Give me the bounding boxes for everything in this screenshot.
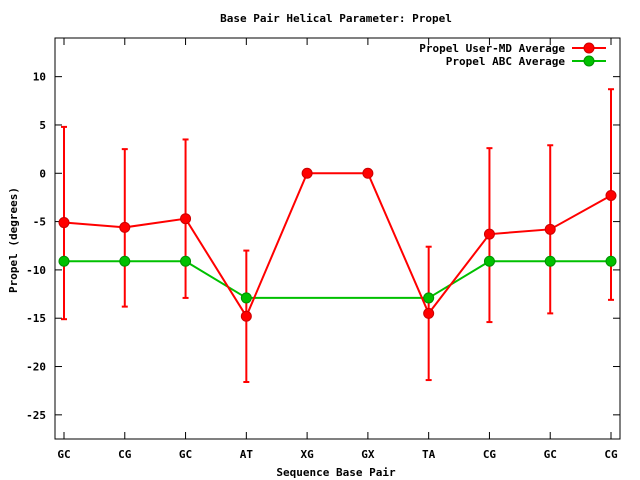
x-axis-label: Sequence Base Pair — [276, 466, 396, 479]
y-axis-label: Propel (degrees) — [7, 187, 20, 293]
x-tick-label: GC — [179, 448, 192, 461]
y-tick-label: -10 — [26, 264, 46, 277]
plot-frame — [54, 37, 621, 440]
series-layer — [58, 88, 617, 383]
user-md-series-point — [362, 167, 374, 179]
legend: Propel User-MD Average Propel ABC Averag… — [419, 42, 606, 68]
y-tick-label: -15 — [26, 312, 46, 325]
x-tick-label: AT — [240, 448, 254, 461]
abc-series-point — [180, 255, 192, 267]
x-tick-label: XG — [300, 448, 314, 461]
user-md-series-point — [483, 228, 495, 240]
abc-series-point — [58, 255, 70, 267]
y-tick-label: -5 — [33, 216, 46, 229]
user-md-series-point — [58, 217, 70, 229]
y-tick-label: 10 — [33, 71, 46, 84]
abc-series-line — [64, 260, 611, 299]
x-tick-label: CG — [118, 448, 132, 461]
abc-series-point — [119, 255, 131, 267]
legend-marker-user-md — [583, 42, 595, 54]
legend-label-abc: Propel ABC Average — [446, 55, 566, 68]
y-axis: -25 -20 -15 -10 -5 0 5 10 — [26, 71, 620, 422]
user-md-series-point — [180, 213, 192, 225]
abc-series-point — [483, 255, 495, 267]
user-md-series-point — [544, 223, 556, 235]
legend-label-user-md: Propel User-MD Average — [419, 42, 565, 55]
legend-marker-abc — [583, 55, 595, 67]
user-md-series-point — [240, 310, 252, 322]
abc-series-point — [605, 255, 617, 267]
user-md-series-point — [605, 190, 617, 202]
x-tick-label: GC — [544, 448, 557, 461]
x-tick-label: TA — [422, 448, 436, 461]
chart-title: Base Pair Helical Parameter: Propel — [220, 12, 452, 25]
user-md-series-line — [63, 172, 612, 319]
x-tick-label: GX — [361, 448, 375, 461]
abc-series-point — [240, 292, 252, 304]
y-tick-label: -25 — [26, 409, 46, 422]
y-tick-label: -20 — [26, 361, 46, 374]
y-tick-label: 5 — [39, 119, 46, 132]
x-tick-label: GC — [57, 448, 70, 461]
x-tick-label: CG — [604, 448, 618, 461]
abc-series-point — [423, 292, 435, 304]
user-md-series-point — [119, 221, 131, 233]
y-tick-label: 0 — [39, 167, 46, 180]
user-md-series-point — [423, 307, 435, 319]
user-md-series-point — [301, 167, 313, 179]
x-tick-label: CG — [483, 448, 497, 461]
abc-series-point — [544, 255, 556, 267]
x-axis: GC CG GC AT XG GX TA CG GC CG — [57, 38, 618, 461]
